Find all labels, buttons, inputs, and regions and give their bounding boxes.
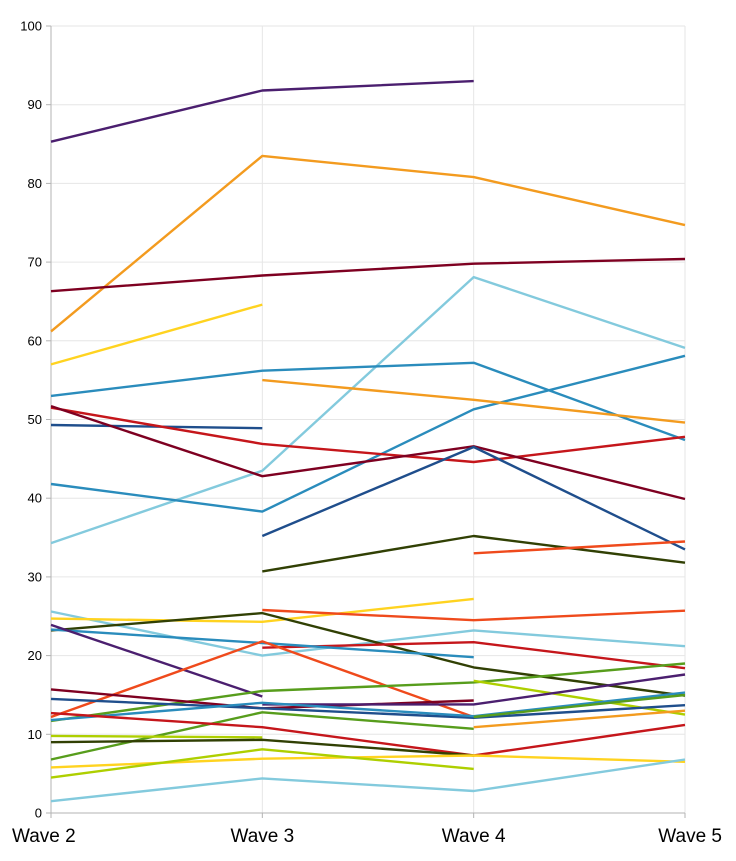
series-line-33	[50, 734, 263, 739]
y-tick-label: 100	[20, 19, 42, 34]
grid-lines	[51, 25, 686, 813]
series-line-4	[50, 303, 263, 366]
series-line-12	[261, 445, 686, 551]
series-line-15	[50, 610, 686, 657]
series-line-32	[473, 693, 686, 719]
series-line-34	[50, 738, 474, 757]
series-line-16	[50, 597, 474, 623]
series-line-18	[262, 608, 686, 622]
y-tick-label: 10	[28, 727, 42, 742]
series-line-7	[50, 354, 686, 513]
y-tick-label: 30	[28, 569, 42, 584]
series-lines	[50, 79, 686, 803]
y-tick-label: 80	[28, 176, 42, 191]
series-line-1	[50, 79, 474, 143]
x-tick-labels: Wave 2 Wave 3 Wave 4 Wave 5	[12, 826, 722, 847]
series-line-6	[50, 361, 686, 442]
series-line-30	[50, 711, 686, 757]
series-line-10	[50, 406, 686, 464]
series-line-29	[50, 711, 474, 761]
y-tick-label: 70	[28, 255, 42, 270]
series-line-17	[50, 611, 686, 697]
series-line-14	[473, 540, 686, 555]
series-line-31	[473, 709, 686, 729]
y-tick-label: 90	[28, 97, 42, 112]
series-line-21	[50, 623, 263, 698]
series-line-5	[50, 275, 686, 545]
y-tick-label: 0	[35, 806, 42, 821]
y-tick-label: 20	[28, 648, 42, 663]
series-line-20	[50, 628, 474, 659]
series-line-8	[262, 378, 686, 424]
series-line-2	[50, 154, 686, 333]
series-line-3	[50, 257, 686, 293]
series-line-23	[50, 662, 686, 723]
y-tick-label: 60	[28, 333, 42, 348]
y-tick-label: 40	[28, 491, 42, 506]
x-tick-label: Wave 2	[12, 826, 76, 847]
y-tick-label: 50	[28, 412, 42, 427]
series-line-26	[50, 697, 686, 719]
x-tick-label: Wave 4	[442, 826, 506, 847]
series-line-36	[50, 748, 474, 779]
y-tick-labels: 0 10 20 30 40 50 60 70 80 90 100	[20, 19, 42, 821]
series-line-22	[50, 640, 475, 719]
series-line-13	[262, 534, 686, 573]
axes	[46, 25, 686, 818]
series-line-28	[50, 691, 686, 722]
x-tick-label: Wave 5	[658, 826, 722, 847]
series-line-27	[262, 673, 686, 706]
series-line-37	[50, 758, 686, 803]
series-line-11	[50, 404, 686, 501]
series-line-24	[473, 679, 686, 716]
x-tick-label: Wave 3	[230, 826, 294, 847]
series-line-19	[262, 641, 686, 670]
